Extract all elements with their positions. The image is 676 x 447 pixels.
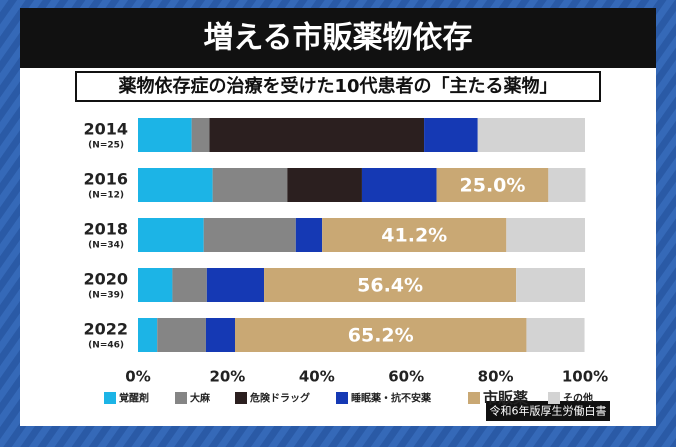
x-tick-label: 40% — [299, 368, 335, 386]
legend-label: 大麻 — [190, 392, 211, 405]
x-tick-label: 0% — [125, 368, 150, 386]
x-tick-label: 60% — [388, 368, 424, 386]
y-tick-label: 2014 — [83, 120, 128, 139]
title-bar — [20, 8, 656, 68]
subtitle-box — [75, 71, 601, 102]
legend-marker — [175, 392, 187, 404]
x-tick-label: 80% — [478, 368, 514, 386]
bar — [138, 318, 158, 352]
legend-label: 睡眠薬・抗不安薬 — [351, 392, 432, 405]
sample-size: (N=39) — [88, 291, 124, 301]
sample-size: (N=46) — [88, 341, 124, 351]
bar — [548, 168, 586, 202]
legend-marker — [235, 392, 247, 404]
legend-label: その他 — [563, 392, 593, 405]
chart-title: 増える市販薬物依存 — [203, 21, 472, 56]
bar — [157, 318, 206, 352]
bar — [477, 118, 585, 152]
legend-marker — [548, 392, 560, 404]
bar — [264, 268, 517, 302]
value-label: 25.0% — [460, 175, 526, 197]
chart-subtitle: 薬物依存症の治療を受けた10代患者の「主たる薬物」 — [118, 75, 557, 97]
bar — [234, 318, 527, 352]
sample-size: (N=34) — [88, 241, 124, 251]
bar — [209, 118, 425, 152]
bar — [205, 318, 235, 352]
bar — [138, 168, 213, 202]
legend-marker — [468, 392, 480, 404]
bar — [138, 218, 204, 252]
bar — [361, 168, 437, 202]
bar — [191, 118, 210, 152]
x-tick-label: 20% — [209, 368, 245, 386]
sample-size: (N=12) — [88, 191, 124, 201]
bar — [287, 168, 362, 202]
y-tick-label: 2022 — [83, 320, 128, 339]
y-tick-label: 2020 — [83, 270, 128, 289]
legend-marker — [336, 392, 348, 404]
y-tick-label: 2018 — [83, 220, 128, 239]
legend-marker — [104, 392, 116, 404]
bar — [212, 168, 288, 202]
legend-label: 危険ドラッグ — [250, 392, 310, 405]
bar — [322, 218, 507, 252]
y-tick-label: 2016 — [83, 170, 128, 189]
x-tick-label: 100% — [562, 368, 608, 386]
legend-label: 市販薬 — [483, 389, 528, 407]
bar — [295, 218, 323, 252]
value-label: 65.2% — [348, 325, 414, 347]
bar — [506, 218, 585, 252]
bar — [526, 318, 585, 352]
bar — [206, 268, 265, 302]
bar — [138, 268, 173, 302]
bar — [172, 268, 207, 302]
bar — [516, 268, 585, 302]
legend-label: 覚醒剤 — [119, 392, 149, 405]
source-box — [486, 401, 610, 421]
bar — [424, 118, 478, 152]
source: 令和6年版厚生労働白書 — [490, 404, 607, 418]
value-label: 41.2% — [381, 225, 447, 247]
bar — [203, 218, 296, 252]
sample-size: (N=25) — [88, 141, 124, 151]
bar — [138, 118, 192, 152]
value-label: 56.4% — [357, 275, 423, 297]
bar — [436, 168, 549, 202]
